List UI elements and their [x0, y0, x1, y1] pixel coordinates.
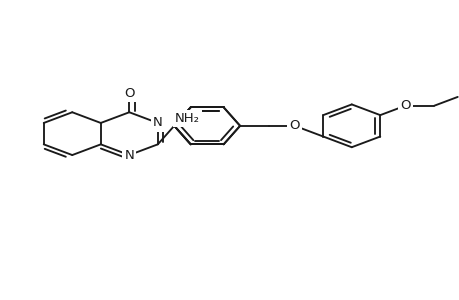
Text: O: O	[289, 119, 299, 132]
Text: O: O	[124, 87, 134, 100]
Text: N: N	[124, 148, 134, 162]
Text: NH₂: NH₂	[174, 112, 200, 125]
Text: O: O	[399, 99, 410, 112]
Text: N: N	[152, 116, 162, 130]
